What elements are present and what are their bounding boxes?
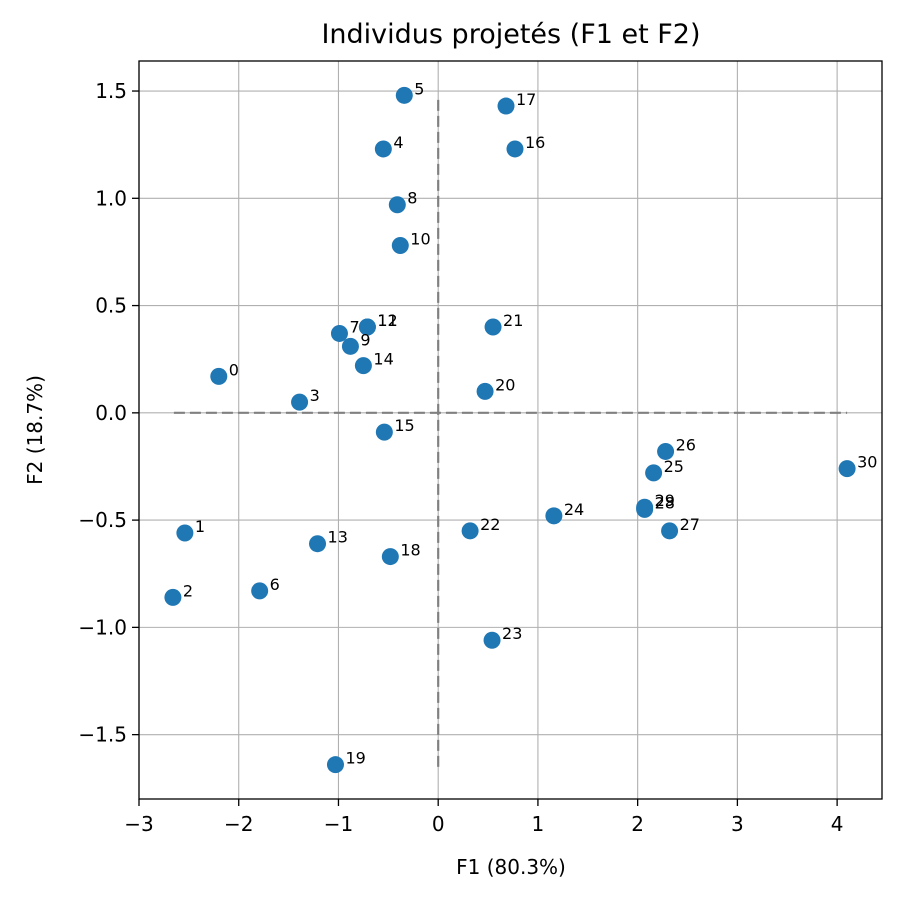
data-point bbox=[645, 464, 663, 482]
point-label: 8 bbox=[407, 189, 417, 208]
reference-lines bbox=[173, 95, 848, 767]
x-tick-label: −2 bbox=[224, 812, 253, 836]
data-point bbox=[176, 524, 194, 542]
point-label: 4 bbox=[393, 133, 403, 152]
point-label: 5 bbox=[414, 79, 424, 98]
x-tick-label: −1 bbox=[324, 812, 353, 836]
point-label: 21 bbox=[503, 311, 523, 330]
data-point bbox=[545, 507, 563, 525]
point-label: 23 bbox=[502, 624, 522, 643]
y-tick-label: 1.0 bbox=[95, 186, 127, 210]
data-point bbox=[388, 196, 406, 214]
x-tick-label: 4 bbox=[831, 812, 844, 836]
data-point bbox=[375, 423, 393, 441]
data-point bbox=[476, 382, 494, 400]
plot-frame bbox=[138, 60, 883, 800]
x-tick-label: 0 bbox=[432, 812, 445, 836]
data-point bbox=[636, 498, 654, 516]
data-point bbox=[354, 357, 372, 375]
data-point bbox=[484, 318, 502, 336]
data-point bbox=[374, 140, 392, 158]
point-label: 0 bbox=[229, 360, 239, 379]
data-point bbox=[838, 460, 856, 478]
y-tick-label: 1.5 bbox=[95, 79, 127, 103]
data-point bbox=[391, 237, 409, 254]
point-label: 17 bbox=[516, 90, 536, 109]
grid bbox=[138, 61, 882, 799]
data-point bbox=[395, 86, 413, 104]
point-label: 18 bbox=[400, 541, 420, 560]
data-point bbox=[341, 337, 359, 355]
data-point bbox=[251, 582, 269, 600]
data-point bbox=[164, 588, 182, 606]
y-tick-label: 0.5 bbox=[95, 294, 127, 318]
point-label: 24 bbox=[564, 500, 584, 519]
point-labels: 0123456789101112131415161718192021222324… bbox=[183, 79, 878, 767]
y-tick-label: −0.5 bbox=[78, 508, 127, 532]
data-point bbox=[461, 522, 479, 540]
point-label: 29 bbox=[655, 491, 675, 510]
point-label: 13 bbox=[328, 528, 348, 547]
point-label: 19 bbox=[345, 749, 365, 768]
point-label: 26 bbox=[676, 435, 696, 454]
x-tick-label: 2 bbox=[631, 812, 644, 836]
data-point bbox=[309, 535, 327, 553]
point-label: 6 bbox=[270, 575, 280, 594]
x-tick-label: 3 bbox=[731, 812, 744, 836]
chart-title: Individus projetés (F1 et F2) bbox=[321, 19, 700, 50]
point-label: 25 bbox=[664, 457, 684, 476]
data-point bbox=[483, 631, 501, 649]
point-label: 11 bbox=[377, 311, 397, 330]
point-label: 12 bbox=[377, 311, 397, 330]
point-label: 14 bbox=[373, 350, 393, 369]
point-label: 16 bbox=[525, 133, 545, 152]
x-axis-ticks: −3 −2 −1 0 1 2 3 4 bbox=[124, 799, 843, 836]
point-label: 3 bbox=[310, 386, 320, 405]
data-point bbox=[358, 318, 376, 336]
y-tick-label: −1.5 bbox=[78, 723, 127, 747]
point-label: 27 bbox=[680, 515, 700, 534]
data-point bbox=[657, 442, 675, 460]
point-label: 10 bbox=[410, 230, 430, 249]
data-points bbox=[164, 86, 856, 774]
point-label: 2 bbox=[183, 581, 193, 600]
x-tick-label: −3 bbox=[124, 812, 153, 836]
x-axis-label: F1 (80.3%) bbox=[456, 855, 566, 879]
data-point bbox=[497, 97, 515, 115]
point-label: 1 bbox=[195, 517, 205, 536]
point-label: 22 bbox=[480, 515, 500, 534]
y-axis-ticks: −1.5 −1.0 −0.5 0.0 0.5 1.0 1.5 bbox=[78, 79, 139, 747]
data-point bbox=[661, 522, 679, 540]
y-tick-label: −1.0 bbox=[78, 615, 127, 639]
point-label: 9 bbox=[360, 330, 370, 349]
data-point bbox=[506, 140, 524, 158]
point-label: 7 bbox=[349, 317, 359, 336]
data-point bbox=[326, 756, 344, 774]
y-tick-label: 0.0 bbox=[95, 401, 127, 425]
point-label: 28 bbox=[655, 493, 675, 512]
x-tick-label: 1 bbox=[532, 812, 545, 836]
y-axis-label: F2 (18.7%) bbox=[23, 375, 47, 485]
data-point bbox=[210, 367, 228, 385]
point-label: 30 bbox=[857, 453, 877, 472]
data-point bbox=[381, 548, 399, 566]
point-label: 20 bbox=[495, 375, 515, 394]
data-point bbox=[291, 393, 309, 411]
data-point bbox=[330, 324, 348, 342]
point-label: 15 bbox=[394, 416, 414, 435]
